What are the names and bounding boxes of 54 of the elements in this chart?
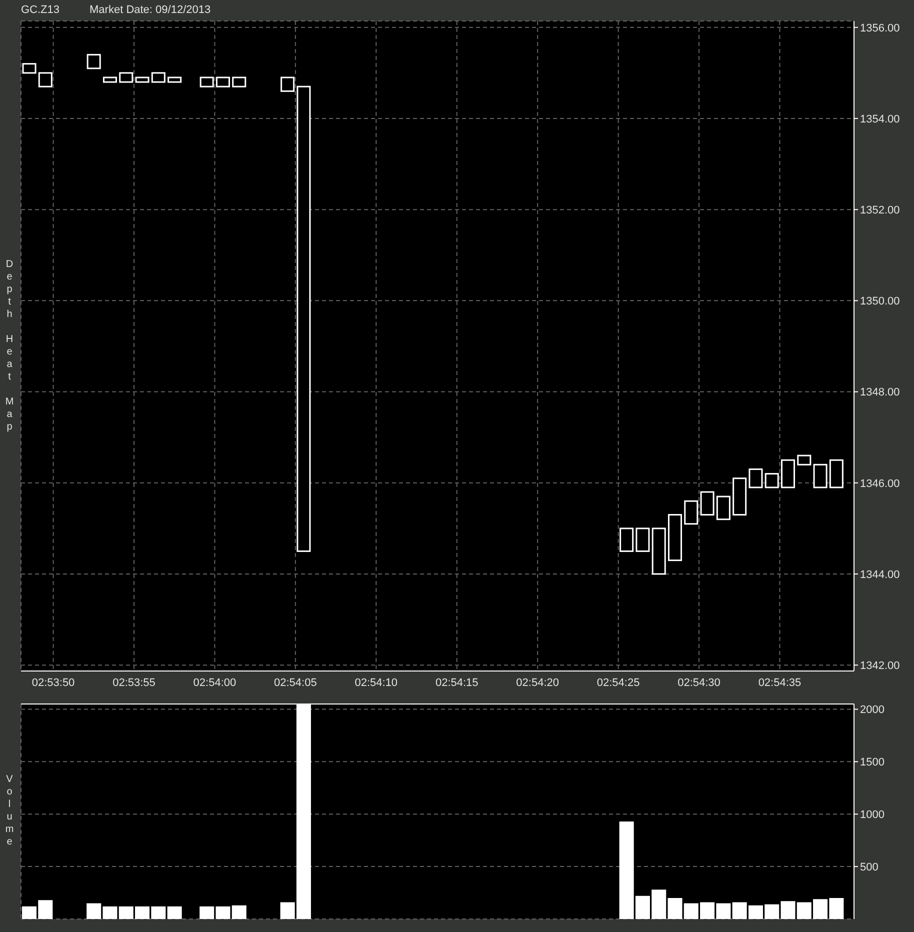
candlestick	[732, 478, 747, 516]
candlestick	[620, 528, 634, 552]
y-tick-label: 2000	[860, 704, 884, 716]
x-tick-label: 02:53:50	[32, 676, 75, 689]
candlestick	[684, 500, 698, 525]
y-axis-title: Depth Heat Map	[3, 258, 16, 434]
x-tick-label: 02:54:30	[678, 676, 720, 689]
y-tick-label: 1348.00	[860, 386, 900, 399]
x-tick-label: 02:54:15	[435, 676, 478, 689]
bar	[232, 905, 246, 919]
candlestick	[280, 76, 295, 92]
y-tick-label: 1350.00	[860, 296, 900, 308]
x-tick-label: 02:54:35	[758, 676, 802, 689]
y-tick-label: 1356.00	[860, 22, 900, 34]
x-tick-label: 02:54:10	[354, 676, 398, 689]
candlestick	[216, 76, 230, 88]
candlestick	[135, 76, 150, 83]
x-tick-label: 02:54:00	[193, 676, 236, 689]
x-tick-label: 02:54:25	[596, 676, 640, 689]
candlestick	[296, 86, 311, 552]
bar	[167, 906, 182, 919]
candlestick	[813, 464, 828, 488]
y-tick-label: 1352.00	[860, 204, 900, 216]
candlestick	[151, 72, 166, 83]
chart-subtitle: Market Date: 09/12/2013	[90, 3, 211, 17]
candlestick	[797, 454, 812, 466]
chart-title: GC.Z13	[21, 3, 60, 17]
candlestick	[668, 514, 682, 562]
x-tick-label: 02:53:55	[112, 676, 156, 689]
candlestick	[86, 54, 101, 70]
candlestick	[829, 459, 844, 488]
candlestick	[764, 473, 779, 488]
candlestick	[200, 76, 214, 88]
x-tick-label: 02:54:20	[516, 676, 560, 689]
y-tick-label: 1342.00	[860, 660, 900, 672]
candlestick	[700, 491, 714, 516]
y-axis-title: Volume	[3, 774, 16, 849]
candlestick	[232, 76, 246, 88]
y-tick-label: 1344.00	[860, 568, 900, 581]
candlestick	[119, 72, 134, 83]
y-tick-label: 1346.00	[860, 478, 900, 490]
candlestick	[168, 76, 182, 83]
candlestick	[780, 459, 796, 488]
y-tick-label: 1354.00	[860, 113, 900, 126]
candlestick	[748, 468, 763, 488]
y-tick-label: 1000	[860, 809, 884, 822]
y-tick-label: 1500	[860, 756, 884, 769]
candlestick	[102, 76, 117, 83]
candlestick	[652, 528, 666, 575]
candlestick	[38, 72, 52, 88]
y-tick-label: 500	[860, 861, 878, 874]
x-tick-label: 02:54:05	[274, 676, 317, 689]
candlestick	[636, 528, 650, 552]
candlestick	[716, 496, 730, 520]
